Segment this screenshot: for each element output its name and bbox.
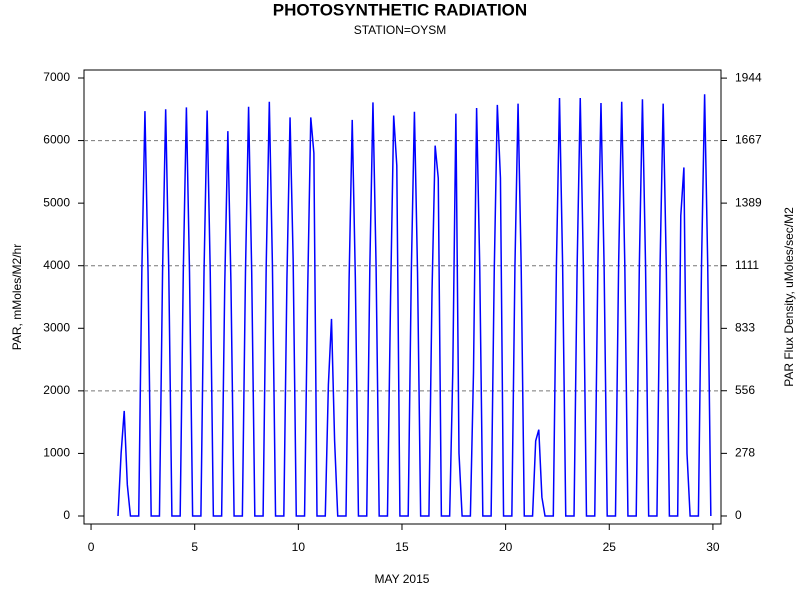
chart-subtitle: STATION=OYSM: [354, 23, 447, 37]
y-tick-label: 5000: [43, 195, 70, 209]
chart-title: PHOTOSYNTHETIC RADIATION: [273, 0, 527, 19]
y-tick-label: 2000: [43, 383, 70, 397]
data-line: [117, 94, 712, 517]
y2-tick-label: 1111: [735, 258, 759, 272]
y2-tick-label: 1944: [735, 70, 762, 84]
x-tick-label: 25: [603, 540, 617, 554]
plot-frame: [83, 69, 722, 525]
y2-tick-label: 1389: [735, 195, 762, 209]
x-axis-label: MAY 2015: [375, 572, 430, 586]
x-tick-label: 30: [706, 540, 720, 554]
y-tick-label: 3000: [43, 320, 70, 334]
x-tick-label: 5: [191, 540, 198, 554]
x-tick-label: 0: [88, 540, 95, 554]
x-tick-label: 15: [395, 540, 409, 554]
y-tick-label: 0: [63, 508, 70, 522]
x-tick-label: 10: [292, 540, 306, 554]
y2-tick-label: 278: [735, 446, 755, 460]
y-tick-label: 1000: [43, 446, 70, 460]
y2-tick-label: 1667: [735, 133, 762, 147]
y2-axis-label: PAR Flux Density, uMoles/sec/M2: [782, 207, 796, 387]
y-tick-label: 7000: [43, 70, 70, 84]
x-tick-label: 20: [499, 540, 513, 554]
y-axis-label: PAR, mMoles/M2/hr: [10, 244, 24, 350]
y2-tick-label: 833: [735, 321, 755, 335]
y2-tick-label: 0: [735, 508, 742, 522]
y-tick-label: 6000: [43, 133, 70, 147]
y-tick-label: 4000: [43, 258, 70, 272]
y2-tick-label: 556: [735, 383, 755, 397]
